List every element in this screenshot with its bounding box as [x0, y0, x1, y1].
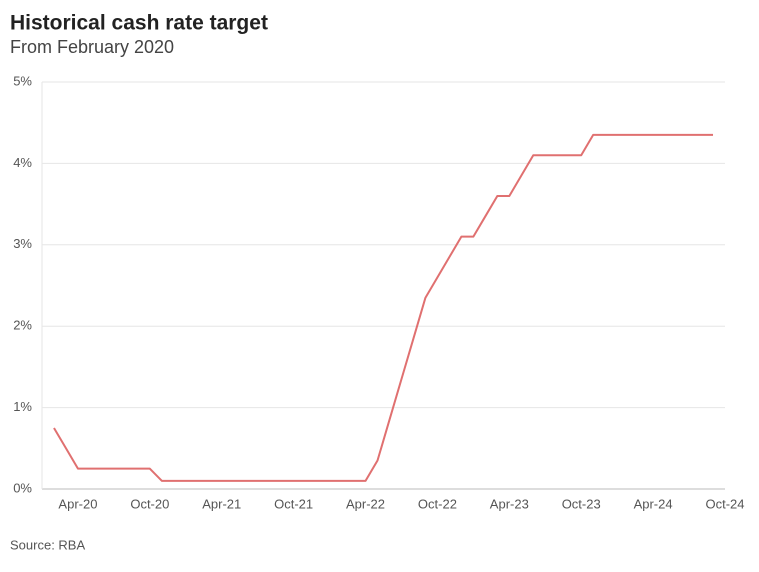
line-series — [53, 133, 714, 482]
source: Source: RBA — [10, 537, 85, 552]
y-tick-label: 4% — [13, 155, 32, 170]
y-tick-label: 2% — [13, 318, 32, 333]
x-tick-label: Oct-24 — [705, 496, 744, 511]
y-tick-label: 0% — [13, 480, 32, 495]
x-tick-label: Apr-21 — [202, 496, 241, 511]
x-tick-label: Apr-24 — [634, 496, 673, 511]
x-tick-label: Oct-21 — [274, 496, 313, 511]
x-tick-label: Oct-22 — [418, 496, 457, 511]
y-tick-label: 5% — [13, 73, 32, 88]
chart-title: Historical cash rate target — [10, 12, 268, 35]
y-tick-label: 1% — [13, 399, 32, 414]
x-tick-label: Oct-23 — [562, 496, 601, 511]
x-tick-label: Apr-20 — [58, 496, 97, 511]
x-tick-label: Apr-23 — [490, 496, 529, 511]
x-tick-label: Oct-20 — [130, 496, 169, 511]
x-tick-label: Apr-22 — [346, 496, 385, 511]
y-tick-label: 3% — [13, 236, 32, 251]
chart-subtitle: From February 2020 — [10, 37, 174, 57]
